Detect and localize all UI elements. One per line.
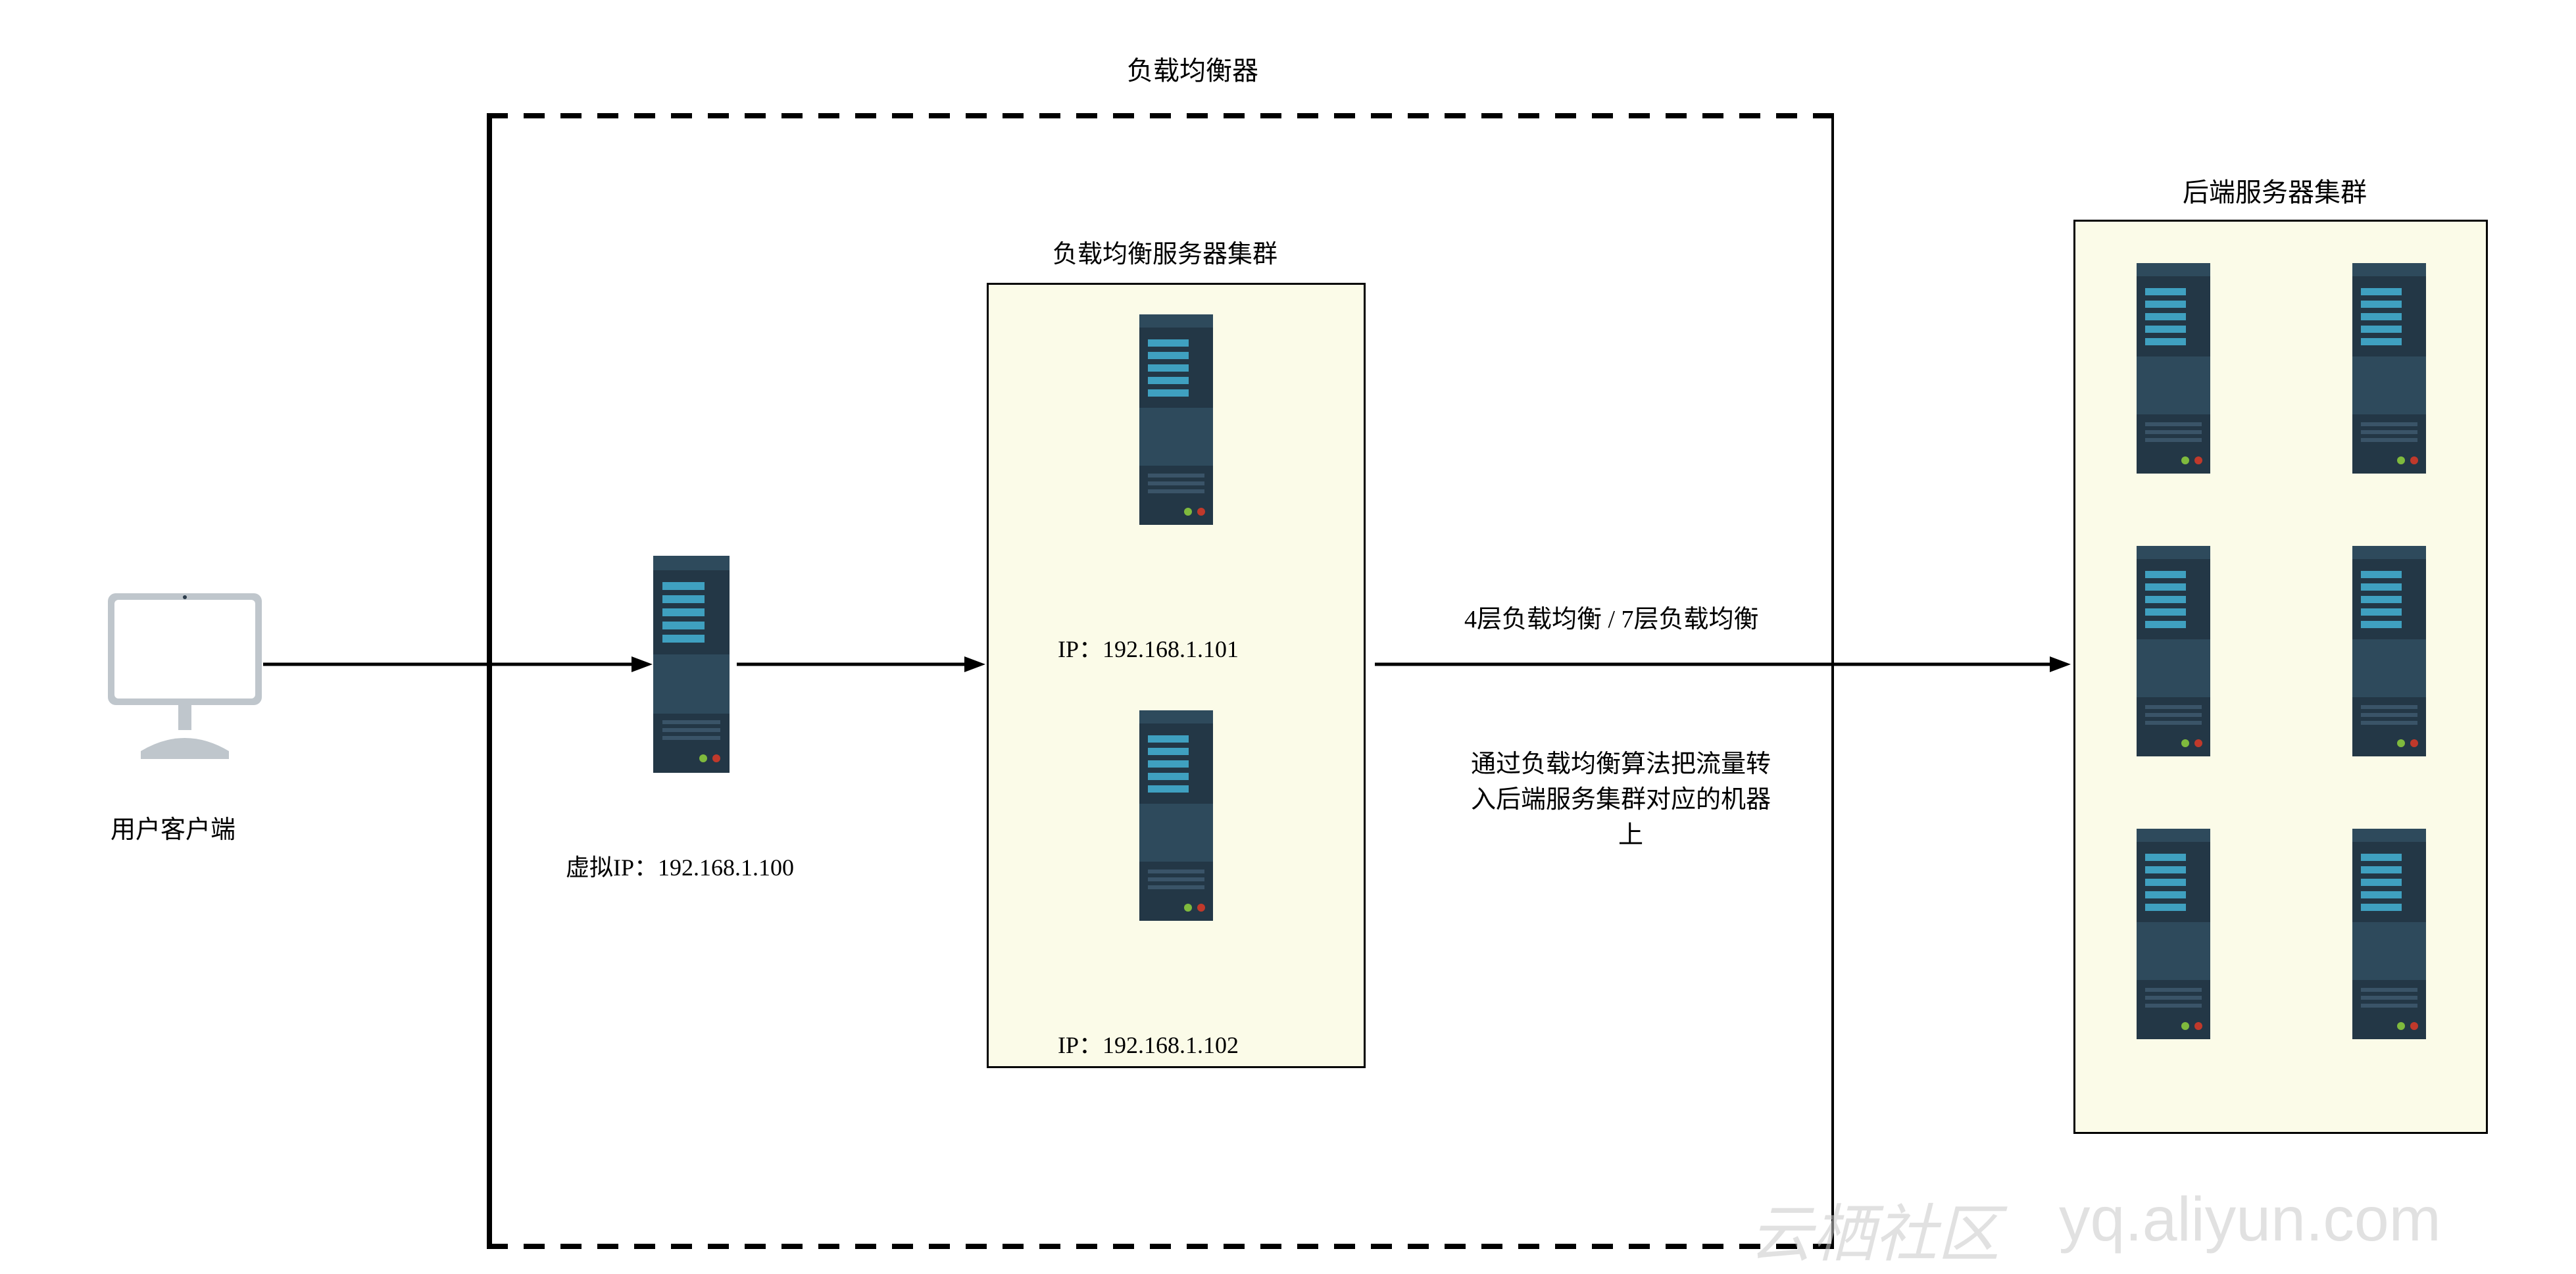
arrow-client-to-vip xyxy=(263,654,654,674)
lb-server-ip-2: IP：192.168.1.102 xyxy=(1058,1026,1239,1060)
backend-server-icon xyxy=(2137,263,2210,474)
watermark-text-1: 云栖社区 xyxy=(1750,1184,2000,1274)
arrow-vip-to-cluster xyxy=(737,654,987,674)
client-label: 用户客户端 xyxy=(111,809,235,845)
mid-text-line2b: 入后端服务集群对应的机器 xyxy=(1471,779,1771,815)
lb-server-icon xyxy=(1139,314,1213,525)
lb-server-icon xyxy=(1139,710,1213,921)
backend-server-icon xyxy=(2137,546,2210,756)
mid-text-line2c: 上 xyxy=(1618,814,1643,850)
backend-server-icon xyxy=(2352,546,2426,756)
mid-text-line2a: 通过负载均衡算法把流量转 xyxy=(1471,743,1771,779)
backend-server-icon xyxy=(2352,829,2426,1039)
backend-server-icon xyxy=(2137,829,2210,1039)
diagram-title: 负载均衡器 xyxy=(1127,49,1258,87)
client-monitor-icon xyxy=(108,593,262,764)
watermark-text-2: yq.aliyun.com xyxy=(2059,1184,2441,1256)
lb-server-ip-1: IP：192.168.1.101 xyxy=(1058,630,1239,664)
backend-title: 后端服务器集群 xyxy=(2183,171,2367,209)
arrow-cluster-to-backend xyxy=(1375,654,2072,674)
lb-cluster-title: 负载均衡服务器集群 xyxy=(1053,233,1277,270)
virtual-ip-server-icon xyxy=(653,556,730,773)
mid-text-line1: 4层负载均衡 / 7层负载均衡 xyxy=(1464,599,1759,635)
backend-server-icon xyxy=(2352,263,2426,474)
virtual-ip-label: 虚拟IP：192.168.1.100 xyxy=(566,848,794,883)
